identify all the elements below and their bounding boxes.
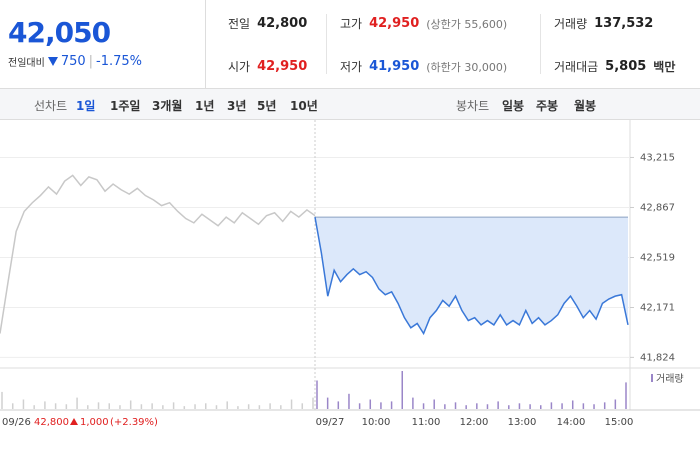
x-tick-label: 09/27 <box>316 417 345 428</box>
price-box: 42,050 전일대비 750 | -1.75% <box>0 0 206 88</box>
x-tick-label: 10:00 <box>362 417 391 428</box>
x-tick-label: 13:00 <box>508 417 537 428</box>
stats: 전일 42,800 고가 42,950 (상한가 55,600) 거래량 137,532 시가… <box>206 0 700 88</box>
period-tab[interactable]: 1주일 <box>110 99 141 113</box>
change-label: 전일대비 <box>8 58 45 69</box>
stat-value: 137,532 <box>594 16 654 31</box>
stat-label: 거래량 <box>554 17 588 31</box>
stat-value: 5,805 <box>605 59 647 74</box>
area-fill <box>315 217 628 334</box>
y-tick-label: 41,824 <box>640 352 675 363</box>
x-tick-label: 12:00 <box>460 417 489 428</box>
stat-label: 시가 <box>228 60 251 74</box>
y-tick-label: 42,171 <box>640 302 675 313</box>
stat: 고가 42,950 (상한가 55,600) <box>340 15 507 32</box>
change-pct: -1.75% <box>96 54 143 69</box>
tab-group-label: 봉차트 <box>456 99 490 113</box>
period-tab[interactable]: 10년 <box>290 99 318 113</box>
footer-change: 1,000 <box>80 417 109 428</box>
candle-tab[interactable]: 주봉 <box>536 99 559 113</box>
tab-bar: 선차트 1일 1주일 3개월 1년 3년 5년 10년 봉차트 일봉 주봉 월봉 <box>0 89 700 120</box>
stat-extra: (상한가 55,600) <box>426 17 508 31</box>
legend-label: 거래량 <box>656 373 684 385</box>
up-icon <box>70 418 78 425</box>
stat-label: 저가 <box>340 60 363 74</box>
price-line <box>0 174 316 334</box>
stat: 거래대금 5,805 백만 <box>554 58 675 75</box>
stat-unit: 백만 <box>653 60 676 74</box>
stat-value: 42,800 <box>257 16 308 31</box>
x-tick-label: 15:00 <box>605 417 634 428</box>
down-icon <box>47 57 58 66</box>
stat: 전일 42,800 <box>228 15 307 32</box>
period-tab[interactable]: 1년 <box>195 99 215 113</box>
change-value: 750 <box>60 54 86 69</box>
stat: 거래량 137,532 <box>554 15 653 32</box>
y-tick-label: 42,519 <box>640 252 675 263</box>
divider: | <box>88 54 94 69</box>
stat-extra: (하한가 30,000) <box>426 60 508 74</box>
stat: 시가 42,950 <box>228 58 307 75</box>
change: 전일대비 750 | -1.75% <box>8 54 142 69</box>
summary: 42,050 전일대비 750 | -1.75% 전일 42,800 고가 42,95… <box>0 0 700 89</box>
stat: 저가 41,950 (하한가 30,000) <box>340 58 507 75</box>
price: 42,050 <box>8 16 111 49</box>
x-tick-label: 11:00 <box>412 417 441 428</box>
separator <box>540 14 541 74</box>
stat-label: 고가 <box>340 17 363 31</box>
legend-swatch <box>651 374 653 382</box>
period-tab[interactable]: 1일 <box>76 99 96 113</box>
x-tick-label: 14:00 <box>557 417 586 428</box>
tab-group-label: 선차트 <box>34 99 68 113</box>
stat-value: 42,950 <box>257 59 308 74</box>
footer-pct: (+2.39%) <box>110 417 158 428</box>
y-tick-label: 43,215 <box>640 152 675 163</box>
period-tab[interactable]: 3개월 <box>152 99 183 113</box>
candle-tab[interactable]: 일봉 <box>502 99 525 113</box>
stat-label: 전일 <box>228 17 251 31</box>
separator <box>326 14 327 74</box>
stat-label: 거래대금 <box>554 60 599 74</box>
stat-value: 41,950 <box>369 59 420 74</box>
candle-tab[interactable]: 월봉 <box>574 99 597 113</box>
period-tab[interactable]: 3년 <box>227 99 247 113</box>
y-tick-label: 42,867 <box>640 202 675 213</box>
footer-date: 09/26 <box>2 417 31 428</box>
stat-value: 42,950 <box>369 16 420 31</box>
footer-close: 42,800 <box>34 417 69 428</box>
period-tab[interactable]: 5년 <box>257 99 277 113</box>
price-line <box>314 216 629 336</box>
